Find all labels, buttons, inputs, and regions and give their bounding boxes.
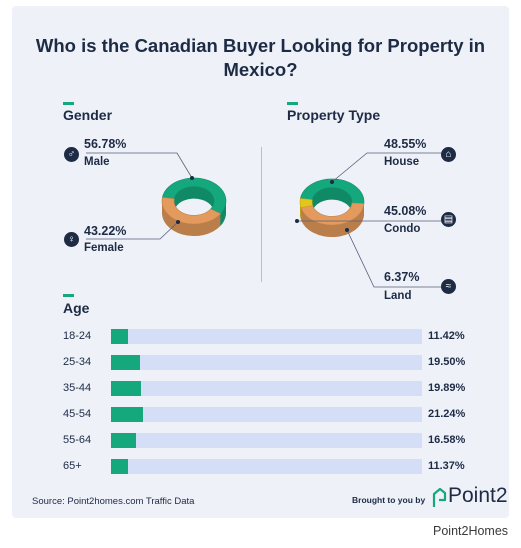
- land-label: Land: [384, 290, 412, 302]
- female-percentage: 43.22%: [84, 224, 127, 238]
- female-symbol-icon: ♀: [64, 232, 79, 247]
- infographic-card: Who is the Canadian Buyer Looking for Pr…: [12, 6, 509, 518]
- age-label-35-44: 35-44: [63, 382, 92, 394]
- age-bar-18-24: [111, 329, 129, 344]
- donut-slice-female: [161, 197, 222, 225]
- age-bar-track: [111, 433, 422, 448]
- property-section-title: Property Type: [287, 107, 381, 123]
- house-icon: ⌂: [441, 147, 456, 162]
- female-leader-line-dot: [176, 220, 180, 224]
- age-label-55-64: 55-64: [63, 434, 92, 446]
- age-section-title: Age: [63, 300, 90, 316]
- age-section-dash: [63, 294, 74, 297]
- female-label: Female: [84, 242, 124, 254]
- age-value-65+: 11.37%: [428, 460, 465, 472]
- male-label: Male: [84, 156, 110, 168]
- condo-percentage: 45.08%: [384, 204, 427, 218]
- gender-section-title: Gender: [63, 107, 113, 123]
- point2-logo-icon: [432, 487, 447, 507]
- house-label: House: [384, 156, 420, 168]
- infographic-title: Who is the Canadian Buyer Looking for Pr…: [35, 35, 486, 80]
- age-label-18-24: 18-24: [63, 330, 92, 342]
- brought-to-you-label: Brought to you by: [352, 495, 426, 505]
- female-leader-line: [86, 221, 179, 240]
- land-leader-line: [346, 229, 442, 288]
- age-bar-45-54: [111, 407, 143, 422]
- age-bar-track: [111, 329, 422, 344]
- age-label-25-34: 25-34: [63, 356, 92, 368]
- age-bar-25-34: [111, 355, 141, 370]
- condo-leader-line-dot: [295, 219, 299, 223]
- land-percentage: 6.37%: [384, 270, 420, 284]
- age-label-45-54: 45-54: [63, 408, 92, 420]
- section-divider: [261, 147, 262, 282]
- source-note: Source: Point2homes.com Traffic Data: [32, 496, 195, 507]
- age-bar-65+: [111, 459, 129, 474]
- condo-label: Condo: [384, 223, 421, 235]
- age-bar-track: [111, 407, 422, 422]
- age-value-18-24: 11.42%: [428, 330, 465, 342]
- age-bar-track: [111, 381, 422, 396]
- property-section-dash: [287, 102, 298, 105]
- donut-slice-land: [299, 198, 313, 208]
- house-leader-line: [331, 152, 442, 183]
- gender-section-dash: [63, 102, 74, 105]
- male-percentage: 56.78%: [84, 137, 127, 151]
- age-value-35-44: 19.89%: [428, 382, 466, 394]
- age-bar-track: [111, 459, 422, 474]
- image-caption: Point2Homes: [433, 524, 509, 538]
- land-leader-line-dot: [345, 228, 349, 232]
- age-value-45-54: 21.24%: [428, 408, 466, 420]
- age-bar-55-64: [111, 433, 136, 448]
- land-icon: ≈: [441, 279, 456, 294]
- building-icon: ▤: [441, 212, 456, 227]
- age-bar-track: [111, 355, 422, 370]
- age-bar-35-44: [111, 381, 141, 396]
- gender-donut-chart: [86, 152, 442, 288]
- age-label-65+: 65+: [63, 460, 82, 472]
- male-leader-line-dot: [190, 176, 194, 180]
- house-leader-line-dot: [330, 180, 334, 184]
- male-symbol-icon: ♂: [64, 147, 79, 162]
- house-percentage: 48.55%: [384, 137, 427, 151]
- male-leader-line: [86, 152, 193, 179]
- donut-slice-male: [162, 177, 227, 215]
- age-value-55-64: 16.58%: [428, 434, 466, 446]
- point2-logo-text: Point2: [448, 484, 508, 507]
- age-value-25-34: 19.50%: [428, 356, 466, 368]
